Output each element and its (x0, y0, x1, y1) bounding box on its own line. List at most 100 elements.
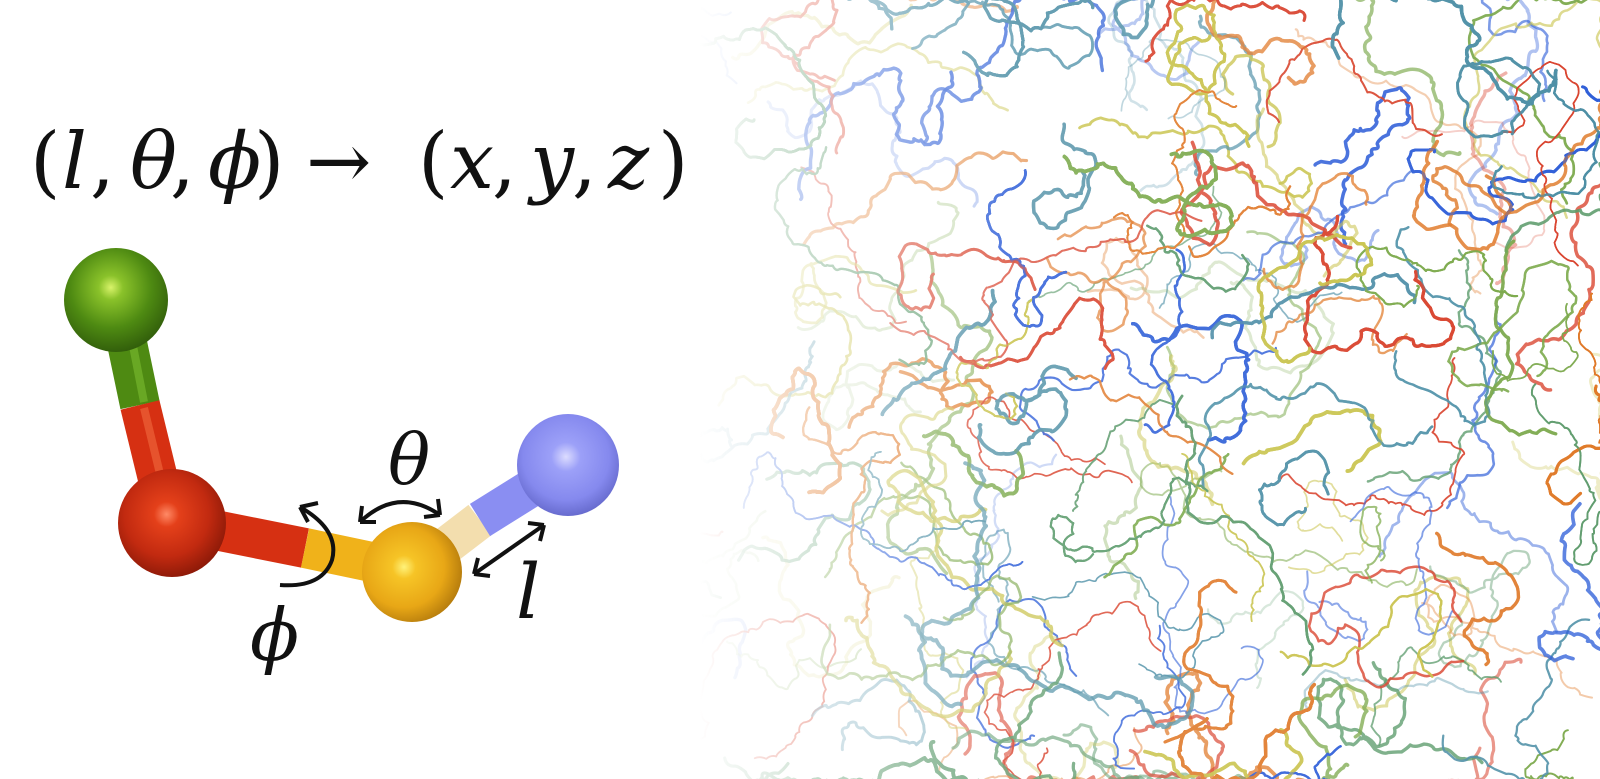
protein-chain (889, 209, 1203, 365)
protein-chain (1049, 476, 1209, 564)
protein-chain (662, 4, 738, 85)
protein-chain (896, 242, 1037, 312)
protein-chain (1406, 85, 1600, 226)
protein-chain (994, 651, 1077, 779)
protein-chain (911, 0, 1094, 70)
protein-chain (885, 252, 994, 576)
protein-chain (1431, 89, 1600, 227)
protein-chain (1537, 502, 1600, 663)
protein-chain (1262, 172, 1369, 292)
protein-chain (1179, 140, 1353, 250)
protein-chain (965, 453, 1058, 679)
protein-chain (922, 429, 1026, 498)
protein-chain (1447, 259, 1578, 393)
protein-chain (1078, 116, 1314, 199)
protein-chain (903, 614, 1195, 729)
protein-chain (793, 254, 918, 325)
phi-rotation-arrow (279, 501, 336, 588)
protein-chain (731, 3, 913, 61)
protein-chain (1143, 248, 1186, 434)
protein-chain (1181, 452, 1266, 623)
protein-chain (1068, 374, 1234, 475)
protein-chain (1537, 502, 1600, 663)
protein-chain (1241, 408, 1383, 473)
protein-chain (1210, 272, 1417, 340)
protein-chain (1262, 172, 1369, 292)
protein-chain (1112, 624, 1187, 770)
protein-chain (742, 451, 1024, 591)
protein-chain (1303, 214, 1456, 355)
protein-chain (1537, 502, 1600, 663)
phi-arc (279, 505, 336, 588)
theta-label: θ (388, 419, 430, 501)
theta-arrowhead-right (423, 498, 442, 519)
protein-chain (1315, 661, 1484, 765)
protein-chain (1256, 233, 1374, 364)
protein-chain (759, 0, 846, 155)
phi-label: ϕ (250, 593, 299, 677)
length-arrow (472, 521, 546, 578)
protein-chain (1068, 374, 1234, 475)
protein-chain (1393, 226, 1491, 427)
equation-z: z (607, 117, 650, 207)
protein-chain (820, 574, 1023, 682)
protein-chain (1447, 259, 1578, 393)
protein-chain (630, 591, 748, 680)
protein-chain (1463, 0, 1600, 219)
protein-chain (1330, 0, 1558, 105)
equation-open-paren-2: ( (418, 117, 448, 207)
protein-chain (1577, 292, 1600, 444)
protein-chain (1504, 162, 1600, 253)
protein-chain (1378, 471, 1570, 633)
protein-chain (1013, 634, 1120, 779)
protein-chain (1143, 728, 1304, 779)
protein-chain (911, 0, 1094, 70)
protein-chain (1113, 0, 1156, 40)
protein-chain (1288, 479, 1369, 575)
protein-chain (1447, 259, 1578, 393)
protein-chain (1179, 140, 1353, 250)
protein-chain (844, 615, 1013, 719)
protein-chain (1246, 745, 1342, 779)
protein-chain (917, 461, 988, 709)
protein-chain (1068, 374, 1234, 475)
protein-chain (896, 242, 1037, 312)
protein-chain (1537, 502, 1600, 663)
protein-chain (911, 0, 1094, 70)
protein-chain (886, 468, 1064, 648)
protein-chain (959, 296, 1115, 370)
protein-chain (1480, 0, 1549, 103)
protein-chain (1179, 140, 1353, 250)
protein-chain (1530, 383, 1600, 566)
protein-chain (1435, 531, 1521, 667)
protein-chain (922, 429, 1026, 498)
protein-chain (1447, 259, 1578, 393)
protein-chain (1294, 28, 1484, 295)
protein-chain (1174, 394, 1315, 676)
length-arrowhead-lower (472, 557, 491, 578)
protein-chain (897, 699, 1143, 779)
protein-chain (1491, 69, 1600, 200)
protein-chain (811, 740, 980, 779)
protein-chain (1221, 53, 1282, 149)
protein-chain (1262, 172, 1369, 292)
equation-close-paren-1: ) (254, 117, 284, 207)
theta-angle-arrow (358, 498, 442, 524)
theta-arrowhead-left (358, 505, 376, 524)
protein-chain (1504, 162, 1600, 253)
protein-chain (917, 461, 988, 709)
protein-chain (694, 340, 816, 464)
protein-chain (1188, 185, 1292, 258)
protein-chain (1297, 683, 1369, 779)
protein-chain (1524, 729, 1574, 779)
protein-chain (694, 340, 816, 464)
protein-chain (1484, 239, 1558, 437)
protein-chain (1181, 452, 1266, 623)
protein-chain (1484, 239, 1558, 437)
protein-chain (908, 0, 1019, 13)
protein-chain (440, 562, 722, 755)
protein-chain (1271, 294, 1408, 355)
protein-chain (1188, 185, 1292, 258)
